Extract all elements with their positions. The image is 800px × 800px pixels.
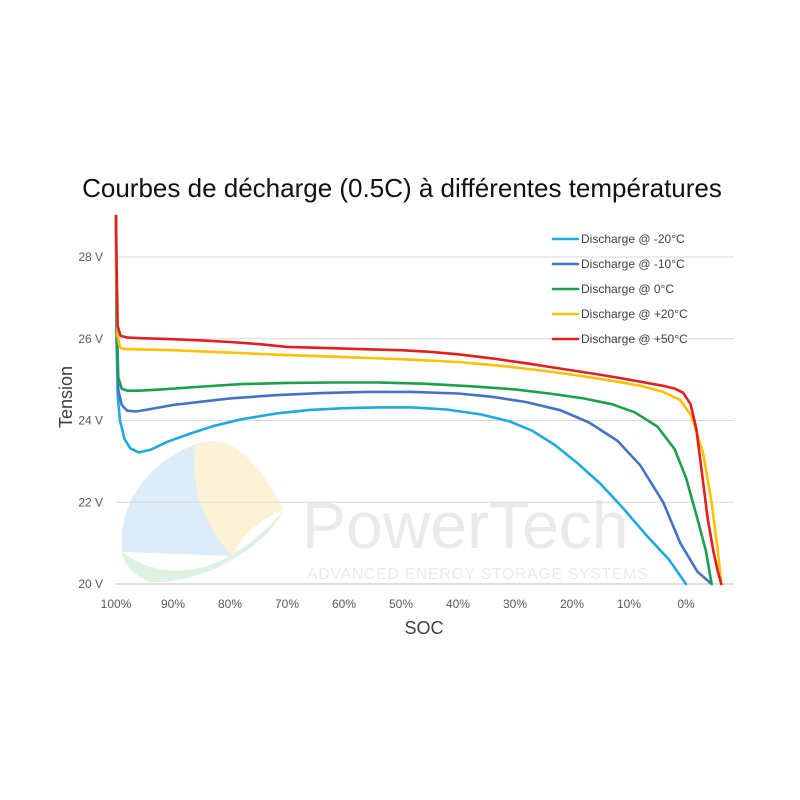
legend-label: Discharge @ +50°C bbox=[581, 332, 688, 346]
legend-label: Discharge @ -10°C bbox=[581, 257, 685, 271]
y-tick-label: 20 V bbox=[78, 577, 103, 591]
watermark-brand: PowerTech bbox=[302, 488, 629, 562]
x-tick-label: 80% bbox=[218, 597, 242, 611]
x-axis-label: SOC bbox=[404, 618, 443, 638]
series-line bbox=[114, 214, 713, 586]
x-tick-label: 70% bbox=[275, 597, 299, 611]
x-tick-label: 10% bbox=[617, 597, 641, 611]
watermark-tagline: ADVANCED ENERGY STORAGE SYSTEMS bbox=[307, 566, 648, 583]
legend-label: Discharge @ 0°C bbox=[581, 282, 674, 296]
y-axis-ticks: 20 V 22 V 24 V 26 V 28 V bbox=[78, 250, 103, 591]
y-tick-label: 28 V bbox=[78, 250, 103, 264]
x-tick-label: 20% bbox=[560, 597, 584, 611]
x-tick-label: 0% bbox=[677, 597, 695, 611]
legend: Discharge @ -20°C Discharge @ -10°C Discha… bbox=[551, 232, 688, 346]
x-tick-label: 50% bbox=[389, 597, 413, 611]
legend-label: Discharge @ -20°C bbox=[581, 232, 685, 246]
y-tick-label: 26 V bbox=[78, 332, 103, 346]
chart-title: Courbes de décharge (0.5C) à différentes… bbox=[82, 173, 722, 203]
grid bbox=[116, 256, 734, 585]
series-lines bbox=[114, 214, 723, 586]
x-tick-label: 60% bbox=[332, 597, 356, 611]
series-line bbox=[114, 214, 723, 586]
x-tick-label: 100% bbox=[101, 597, 132, 611]
series-line bbox=[114, 214, 713, 586]
y-tick-label: 24 V bbox=[78, 414, 103, 428]
x-axis-ticks: 100% 90% 80% 70% 60% 50% 40% 30% 20% 10% 0% bbox=[101, 597, 695, 611]
powertech-watermark: PowerTech ADVANCED ENERGY STORAGE SYSTEM… bbox=[121, 441, 648, 583]
x-tick-label: 90% bbox=[161, 597, 185, 611]
y-tick-label: 22 V bbox=[78, 495, 103, 509]
y-axis-label: Tension bbox=[56, 366, 76, 428]
x-tick-label: 30% bbox=[503, 597, 527, 611]
powertech-logo-icon bbox=[121, 441, 284, 583]
series-line bbox=[114, 214, 688, 586]
legend-label: Discharge @ +20°C bbox=[581, 307, 688, 321]
x-tick-label: 40% bbox=[446, 597, 470, 611]
